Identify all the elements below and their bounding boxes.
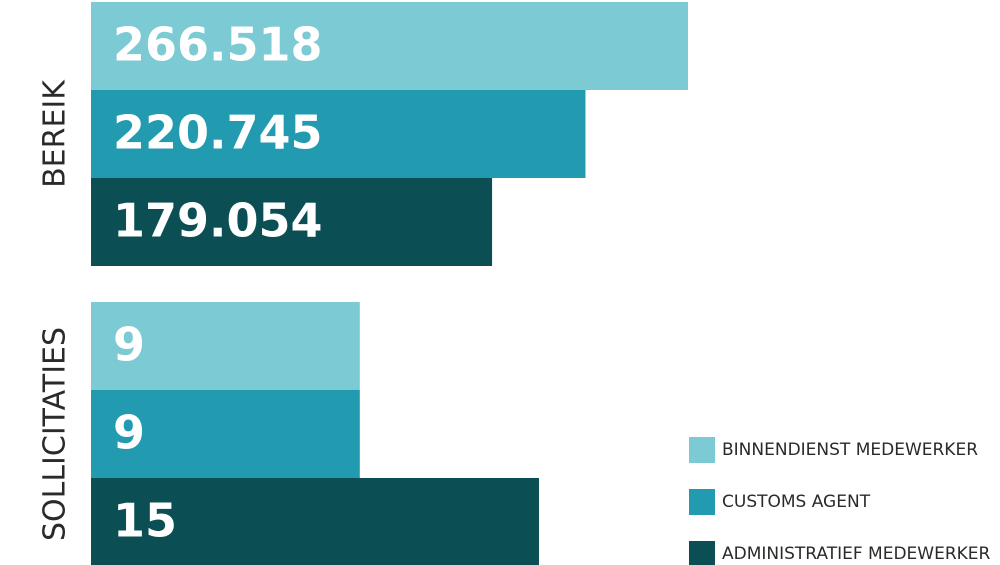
- value-label: 15: [113, 494, 177, 548]
- legend-label: BINNENDIENST MEDEWERKER: [722, 440, 978, 460]
- legend-swatch: [689, 437, 715, 463]
- bar: [91, 390, 360, 478]
- value-label: 9: [113, 406, 145, 460]
- legend-label: ADMINISTRATIEF MEDEWERKER: [722, 544, 991, 564]
- bar: [91, 90, 586, 178]
- group-label: SOLLICITATIES: [38, 327, 73, 541]
- bar: [91, 178, 493, 266]
- value-label: 9: [113, 318, 145, 372]
- legend-label: CUSTOMS AGENT: [722, 492, 871, 512]
- bar: [91, 302, 360, 390]
- value-label: 266.518: [113, 18, 323, 72]
- bar: [91, 478, 539, 565]
- legend-swatch: [689, 489, 715, 515]
- value-label: 179.054: [113, 194, 323, 248]
- legend-swatch: [689, 541, 715, 565]
- bar: [91, 2, 689, 90]
- value-label: 220.745: [113, 106, 323, 160]
- group-label: BEREIK: [38, 79, 73, 188]
